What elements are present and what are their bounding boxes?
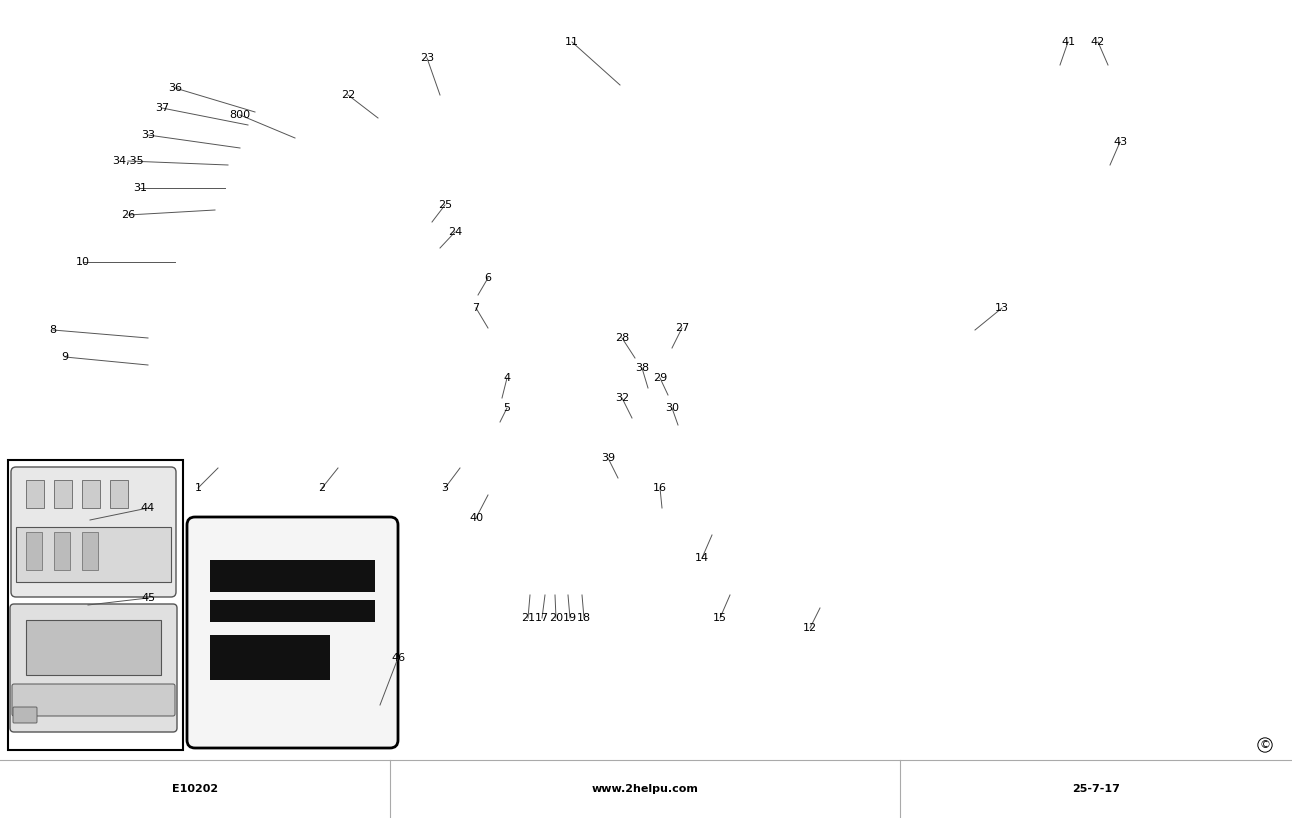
Text: 7: 7	[473, 303, 479, 313]
FancyBboxPatch shape	[10, 604, 177, 732]
Text: 42: 42	[1090, 37, 1105, 47]
FancyBboxPatch shape	[13, 707, 37, 723]
Bar	[110, 480, 128, 508]
FancyBboxPatch shape	[12, 467, 176, 597]
Text: 6: 6	[484, 273, 491, 283]
Text: 800: 800	[230, 110, 251, 120]
Text: 46: 46	[391, 653, 406, 663]
Text: 20: 20	[549, 613, 563, 623]
Text: 9: 9	[62, 352, 68, 362]
Text: 25: 25	[438, 200, 452, 210]
Text: ©: ©	[1260, 740, 1270, 750]
Bar	[54, 532, 70, 570]
Text: 12: 12	[802, 623, 817, 633]
Text: 29: 29	[652, 373, 667, 383]
Text: www.2helpu.com: www.2helpu.com	[592, 784, 699, 794]
Text: 18: 18	[578, 613, 590, 623]
FancyBboxPatch shape	[187, 517, 398, 748]
Text: 34,35: 34,35	[112, 156, 143, 166]
Bar	[26, 620, 162, 675]
Text: 39: 39	[601, 453, 615, 463]
Text: 27: 27	[674, 323, 689, 333]
Text: 21: 21	[521, 613, 535, 623]
Text: 22: 22	[341, 90, 355, 100]
Text: 45: 45	[141, 593, 155, 603]
Text: 25-7-17: 25-7-17	[1072, 784, 1120, 794]
Text: 26: 26	[121, 210, 136, 220]
Text: 14: 14	[695, 553, 709, 563]
Text: 17: 17	[535, 613, 549, 623]
FancyBboxPatch shape	[12, 684, 174, 716]
Text: 44: 44	[141, 503, 155, 513]
Text: 43: 43	[1112, 137, 1127, 147]
Text: 32: 32	[615, 393, 629, 403]
Text: 4: 4	[504, 373, 510, 383]
Text: 16: 16	[652, 483, 667, 493]
Text: 31: 31	[133, 183, 147, 193]
Bar	[211, 635, 329, 680]
Text: 15: 15	[713, 613, 727, 623]
Text: 2: 2	[318, 483, 326, 493]
Text: E10202: E10202	[172, 784, 218, 794]
Text: 8: 8	[49, 325, 57, 335]
Bar	[54, 480, 72, 508]
Text: 5: 5	[504, 403, 510, 413]
Text: 19: 19	[563, 613, 578, 623]
Text: 1: 1	[195, 483, 202, 493]
Bar	[26, 480, 44, 508]
Text: 37: 37	[155, 103, 169, 113]
Bar	[81, 532, 98, 570]
Bar	[26, 532, 43, 570]
Text: 38: 38	[634, 363, 649, 373]
Text: 23: 23	[420, 53, 434, 63]
Text: 33: 33	[141, 130, 155, 140]
Bar	[81, 480, 99, 508]
Text: 28: 28	[615, 333, 629, 343]
Text: 11: 11	[565, 37, 579, 47]
Text: 13: 13	[995, 303, 1009, 313]
Text: 30: 30	[665, 403, 680, 413]
Bar	[211, 560, 375, 592]
Text: 40: 40	[469, 513, 483, 523]
Text: 24: 24	[448, 227, 463, 237]
Bar	[8, 460, 183, 750]
Text: 36: 36	[168, 83, 182, 93]
Text: 10: 10	[76, 257, 90, 267]
Text: 3: 3	[442, 483, 448, 493]
Text: 41: 41	[1061, 37, 1075, 47]
Bar	[211, 600, 375, 622]
Bar	[16, 527, 171, 582]
